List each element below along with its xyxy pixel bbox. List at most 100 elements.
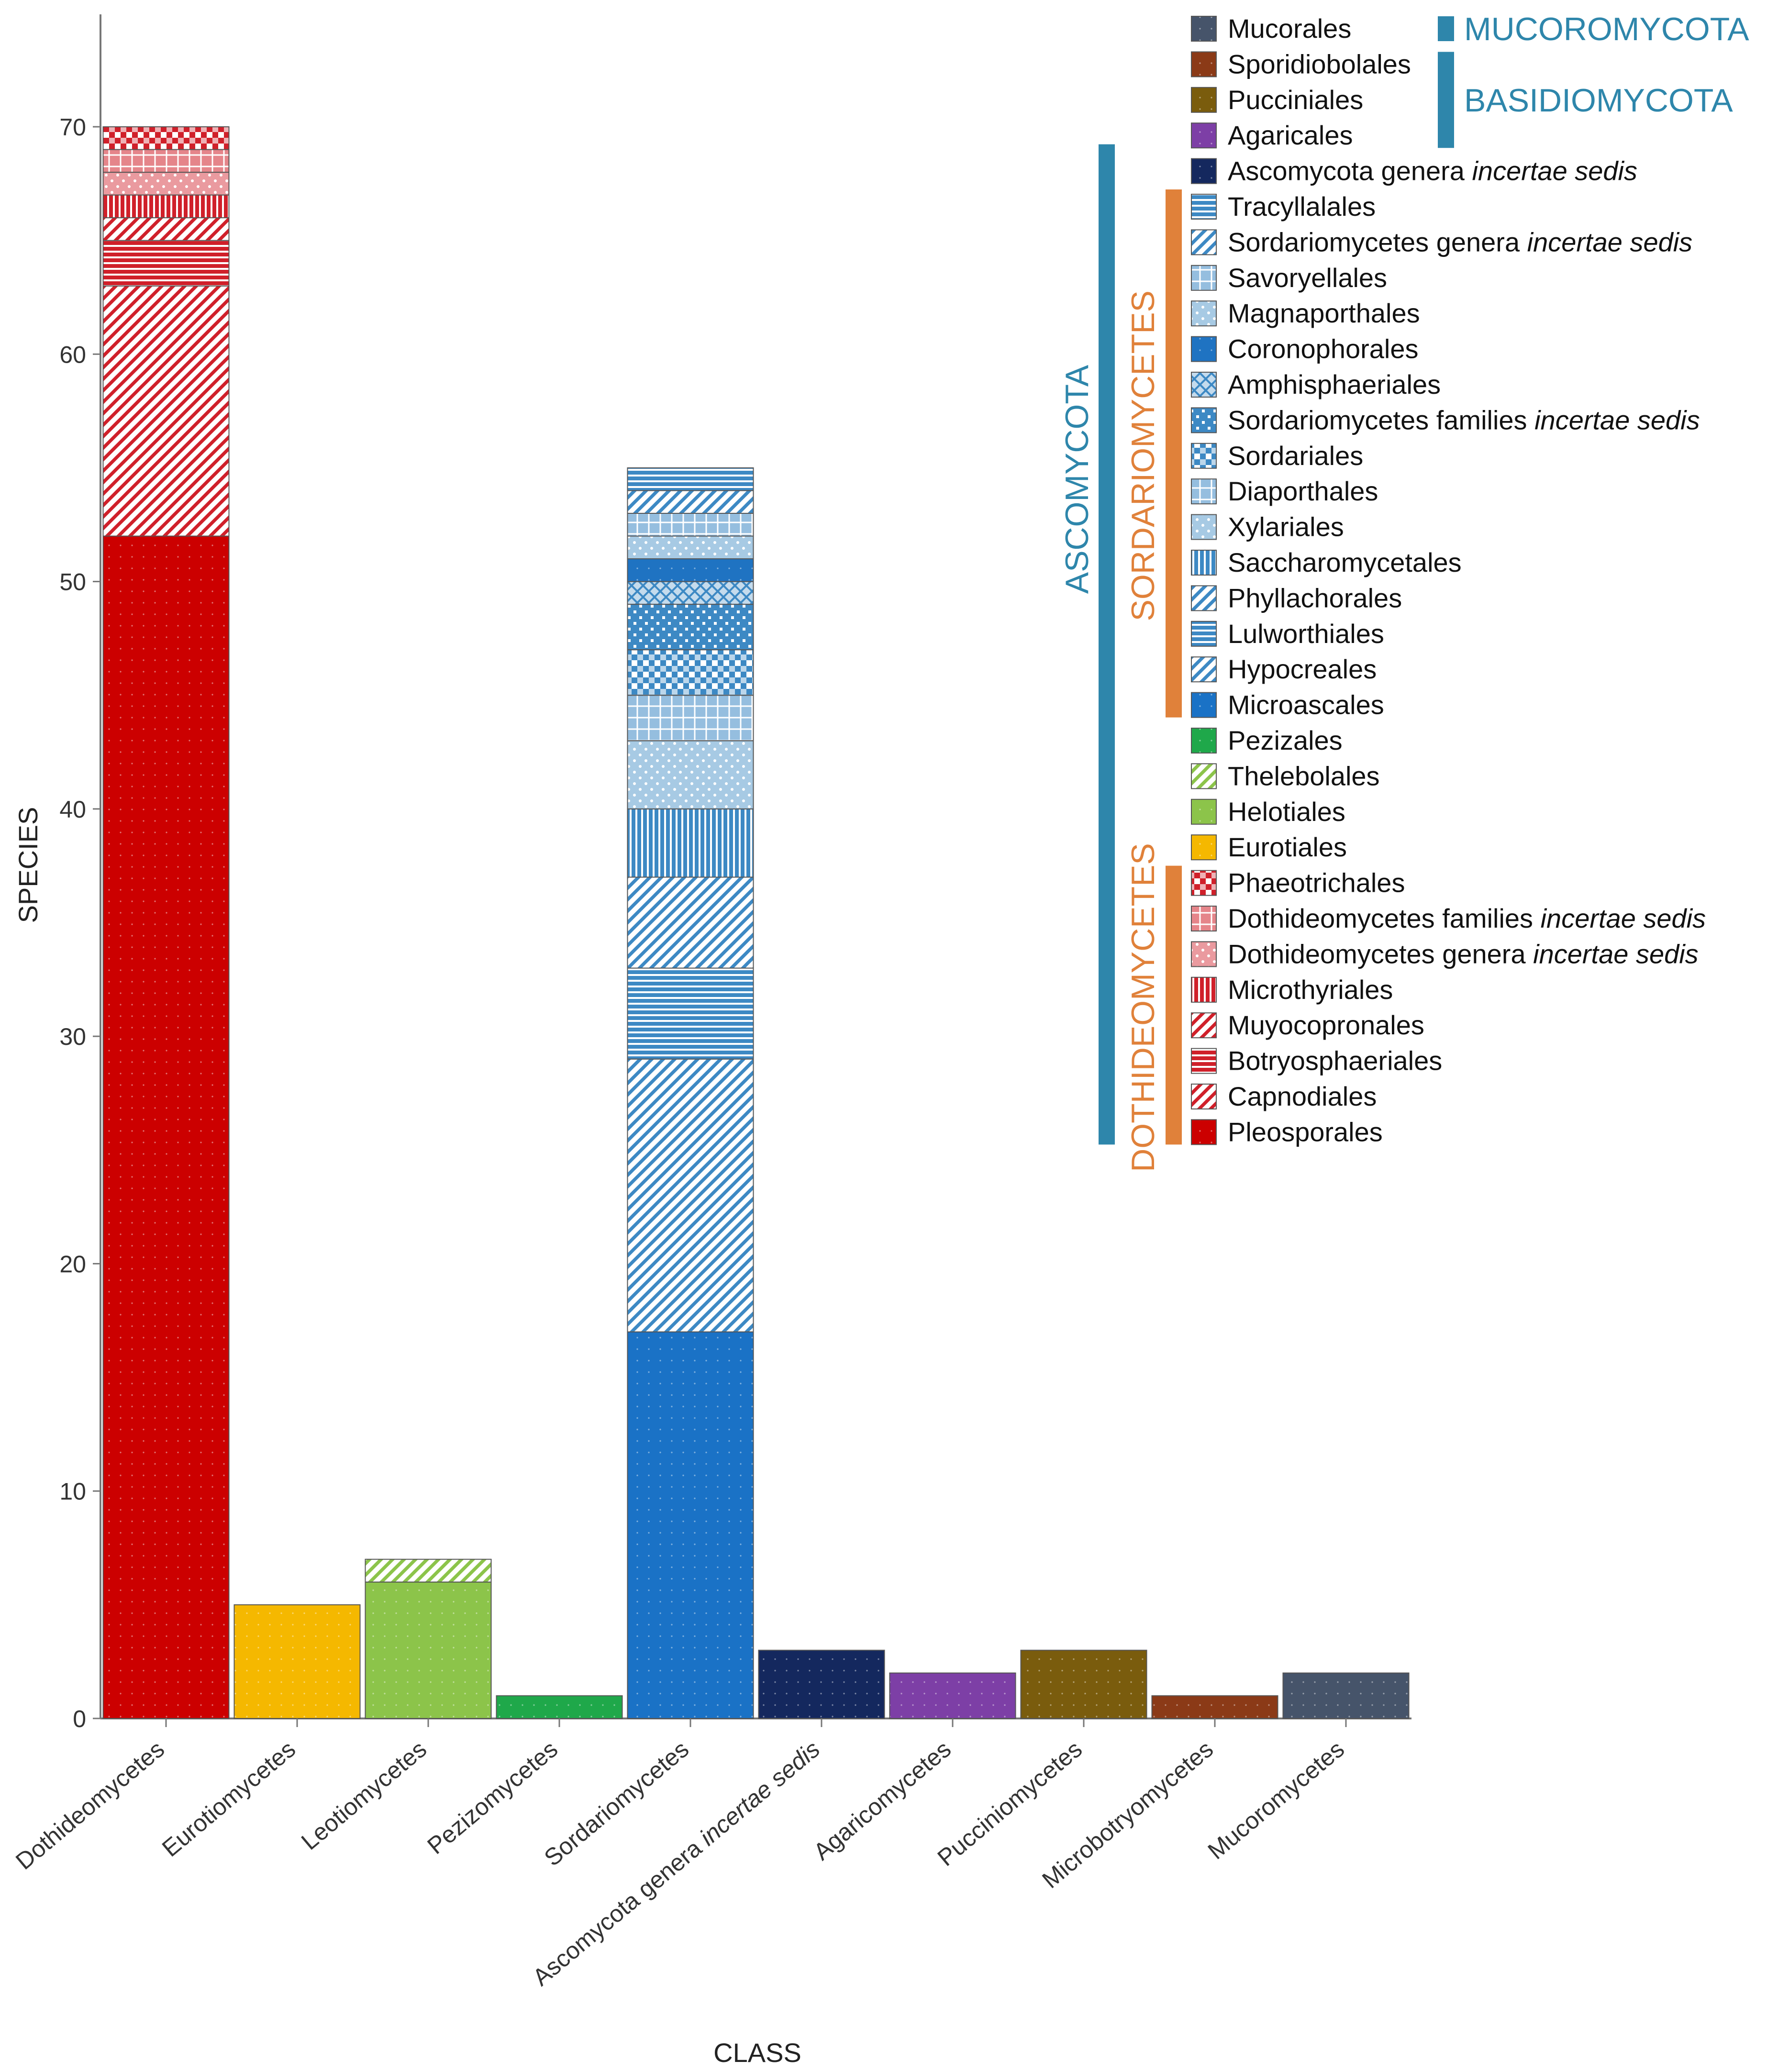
group-ascomycota: ASCOMYCOTA (1059, 144, 1115, 1145)
legend-item-mucorales: Mucorales (1191, 13, 1351, 44)
x-tick-label: Dothideomycetes (11, 1736, 169, 1875)
legend-swatch (1191, 1084, 1217, 1109)
legend-label: Hypocreales (1228, 654, 1377, 684)
group-label: SORDARIOMYCETES (1125, 290, 1161, 621)
x-tick-label: Agaricomycetes (809, 1736, 956, 1866)
legend-swatch (1191, 51, 1217, 78)
legend-item-asco-incertae: Ascomycota genera incertae sedis (1191, 156, 1637, 186)
legend-swatch (1191, 407, 1217, 433)
legend-label: Botryosphaeriales (1228, 1046, 1442, 1076)
y-tick-label: 60 (59, 341, 86, 368)
legend-label: Muyocopronales (1228, 1010, 1424, 1040)
legend-label: Pezizales (1228, 725, 1343, 755)
legend-swatch (1191, 194, 1217, 220)
bar-segment-microthyriales (102, 194, 230, 219)
legend-swatch (1191, 976, 1217, 1003)
y-tick-label: 20 (59, 1251, 86, 1277)
y-tick-label: 10 (59, 1478, 86, 1505)
bar-segment-magnaporthales (627, 535, 754, 560)
legend-swatch (1191, 728, 1217, 753)
legend-item-sord-families: Sordariomycetes families incertae sedis (1191, 405, 1700, 435)
x-tick-label: Ascomycota genera incertae sedis (528, 1736, 825, 1991)
bar-segment-sord-families (627, 604, 754, 651)
legend-label: Magnaporthales (1228, 298, 1420, 328)
legend-swatch (1191, 798, 1217, 825)
bar-segment-agaricales (889, 1672, 1016, 1719)
legend-item-microascales: Microascales (1191, 690, 1384, 720)
bar-segment-dothi-genera (102, 172, 230, 196)
bar-segment-amphisphaeriales (627, 581, 754, 605)
legend-label: Eurotiales (1228, 832, 1347, 862)
legend: Mucorales Sporidiobolales Pucciniales Agari… (1191, 13, 1706, 1147)
legend-item-capnodiales: Capnodiales (1191, 1081, 1377, 1111)
legend-label: Ascomycota genera incertae sedis (1228, 156, 1637, 186)
y-tick-label: 70 (59, 114, 86, 141)
legend-swatch (1191, 1048, 1217, 1074)
x-axis-label: CLASS (713, 2038, 801, 2068)
legend-label: Lulworthiales (1228, 619, 1384, 649)
bar-segment-diaporthales (627, 695, 754, 742)
legend-swatch (1191, 550, 1217, 576)
bar-segment-asco-incertae (758, 1650, 885, 1719)
bar-segment-pezizales (496, 1695, 623, 1719)
legend-swatch (1191, 122, 1217, 149)
legend-swatch (1191, 300, 1217, 327)
y-tick-label: 50 (59, 569, 86, 596)
bar-segment-coronophorales (627, 558, 754, 582)
legend-item-microthyriales: Microthyriales (1191, 975, 1393, 1005)
legend-label: Amphisphaeriales (1228, 369, 1441, 399)
legend-item-magnaporthales: Magnaporthales (1191, 298, 1420, 328)
legend-label: Saccharomycetales (1228, 547, 1462, 577)
legend-item-sordariales: Sordariales (1191, 441, 1363, 471)
legend-item-pleosporales: Pleosporales (1191, 1117, 1383, 1147)
legend-swatch (1191, 336, 1217, 362)
bar-segment-thelebolales (365, 1559, 492, 1583)
group-dothideomycetes: DOTHIDEOMYCETES (1125, 843, 1182, 1172)
legend-label: Pleosporales (1228, 1117, 1383, 1147)
legend-label: Phyllachorales (1228, 583, 1402, 613)
legend-swatch (1191, 834, 1217, 861)
legend-swatch (1191, 158, 1217, 184)
bar-segment-phaeotrichales (102, 126, 230, 150)
legend-item-savoryellales: Savoryellales (1191, 263, 1387, 293)
legend-item-botryosphaeriales: Botryosphaeriales (1191, 1046, 1442, 1076)
group-mucoromycota: MUCOROMYCOTA (1438, 11, 1749, 47)
y-tick-label: 0 (73, 1706, 86, 1732)
legend-item-lulworthiales: Lulworthiales (1191, 619, 1384, 649)
bar-segment-lulworthiales (627, 967, 754, 1060)
legend-swatch (1191, 1012, 1217, 1039)
legend-label: Coronophorales (1228, 334, 1418, 364)
legend-item-helotiales: Helotiales (1191, 797, 1345, 827)
legend-swatch (1191, 478, 1217, 505)
legend-label: Savoryellales (1228, 263, 1387, 293)
legend-label: Thelebolales (1228, 761, 1380, 791)
legend-swatch (1191, 763, 1217, 789)
legend-swatch (1191, 514, 1217, 540)
legend-label: Dothideomycetes families incertae sedis (1228, 903, 1706, 933)
legend-item-dothi-genera: Dothideomycetes genera incertae sedis (1191, 939, 1699, 969)
bar-segment-dothi-families (102, 149, 230, 173)
legend-item-saccharomycetales: Saccharomycetales (1191, 547, 1462, 577)
bar-segment-tracyllalales (627, 467, 754, 491)
x-tick-labels: DothideomycetesEurotiomycetesLeotiomycet… (11, 1736, 1349, 1991)
group-basidiomycota: BASIDIOMYCOTA (1438, 52, 1733, 148)
legend-label: Sordariales (1228, 441, 1363, 471)
bar-segment-mucorales (1282, 1672, 1410, 1719)
legend-swatch (1191, 906, 1217, 931)
legend-item-thelebolales: Thelebolales (1191, 761, 1380, 791)
y-axis-label: SPECIES (13, 807, 43, 923)
legend-swatch (1191, 372, 1217, 398)
bar-segment-hypocreales (627, 1058, 754, 1333)
legend-item-pucciniales: Pucciniales (1191, 85, 1363, 115)
bar-segment-sporidiobolales (1151, 1695, 1278, 1719)
legend-item-phaeotrichales: Phaeotrichales (1191, 868, 1405, 898)
legend-swatch (1191, 443, 1217, 469)
bar-segment-sord-genera (627, 490, 754, 514)
legend-label: Capnodiales (1228, 1081, 1377, 1111)
bar-segment-xylariales (627, 740, 754, 809)
group-label: MUCOROMYCOTA (1464, 11, 1749, 47)
legend-swatch (1191, 585, 1217, 611)
legend-item-muyocopronales: Muyocopronales (1191, 1010, 1424, 1040)
bar-segment-sordariales (627, 649, 754, 696)
